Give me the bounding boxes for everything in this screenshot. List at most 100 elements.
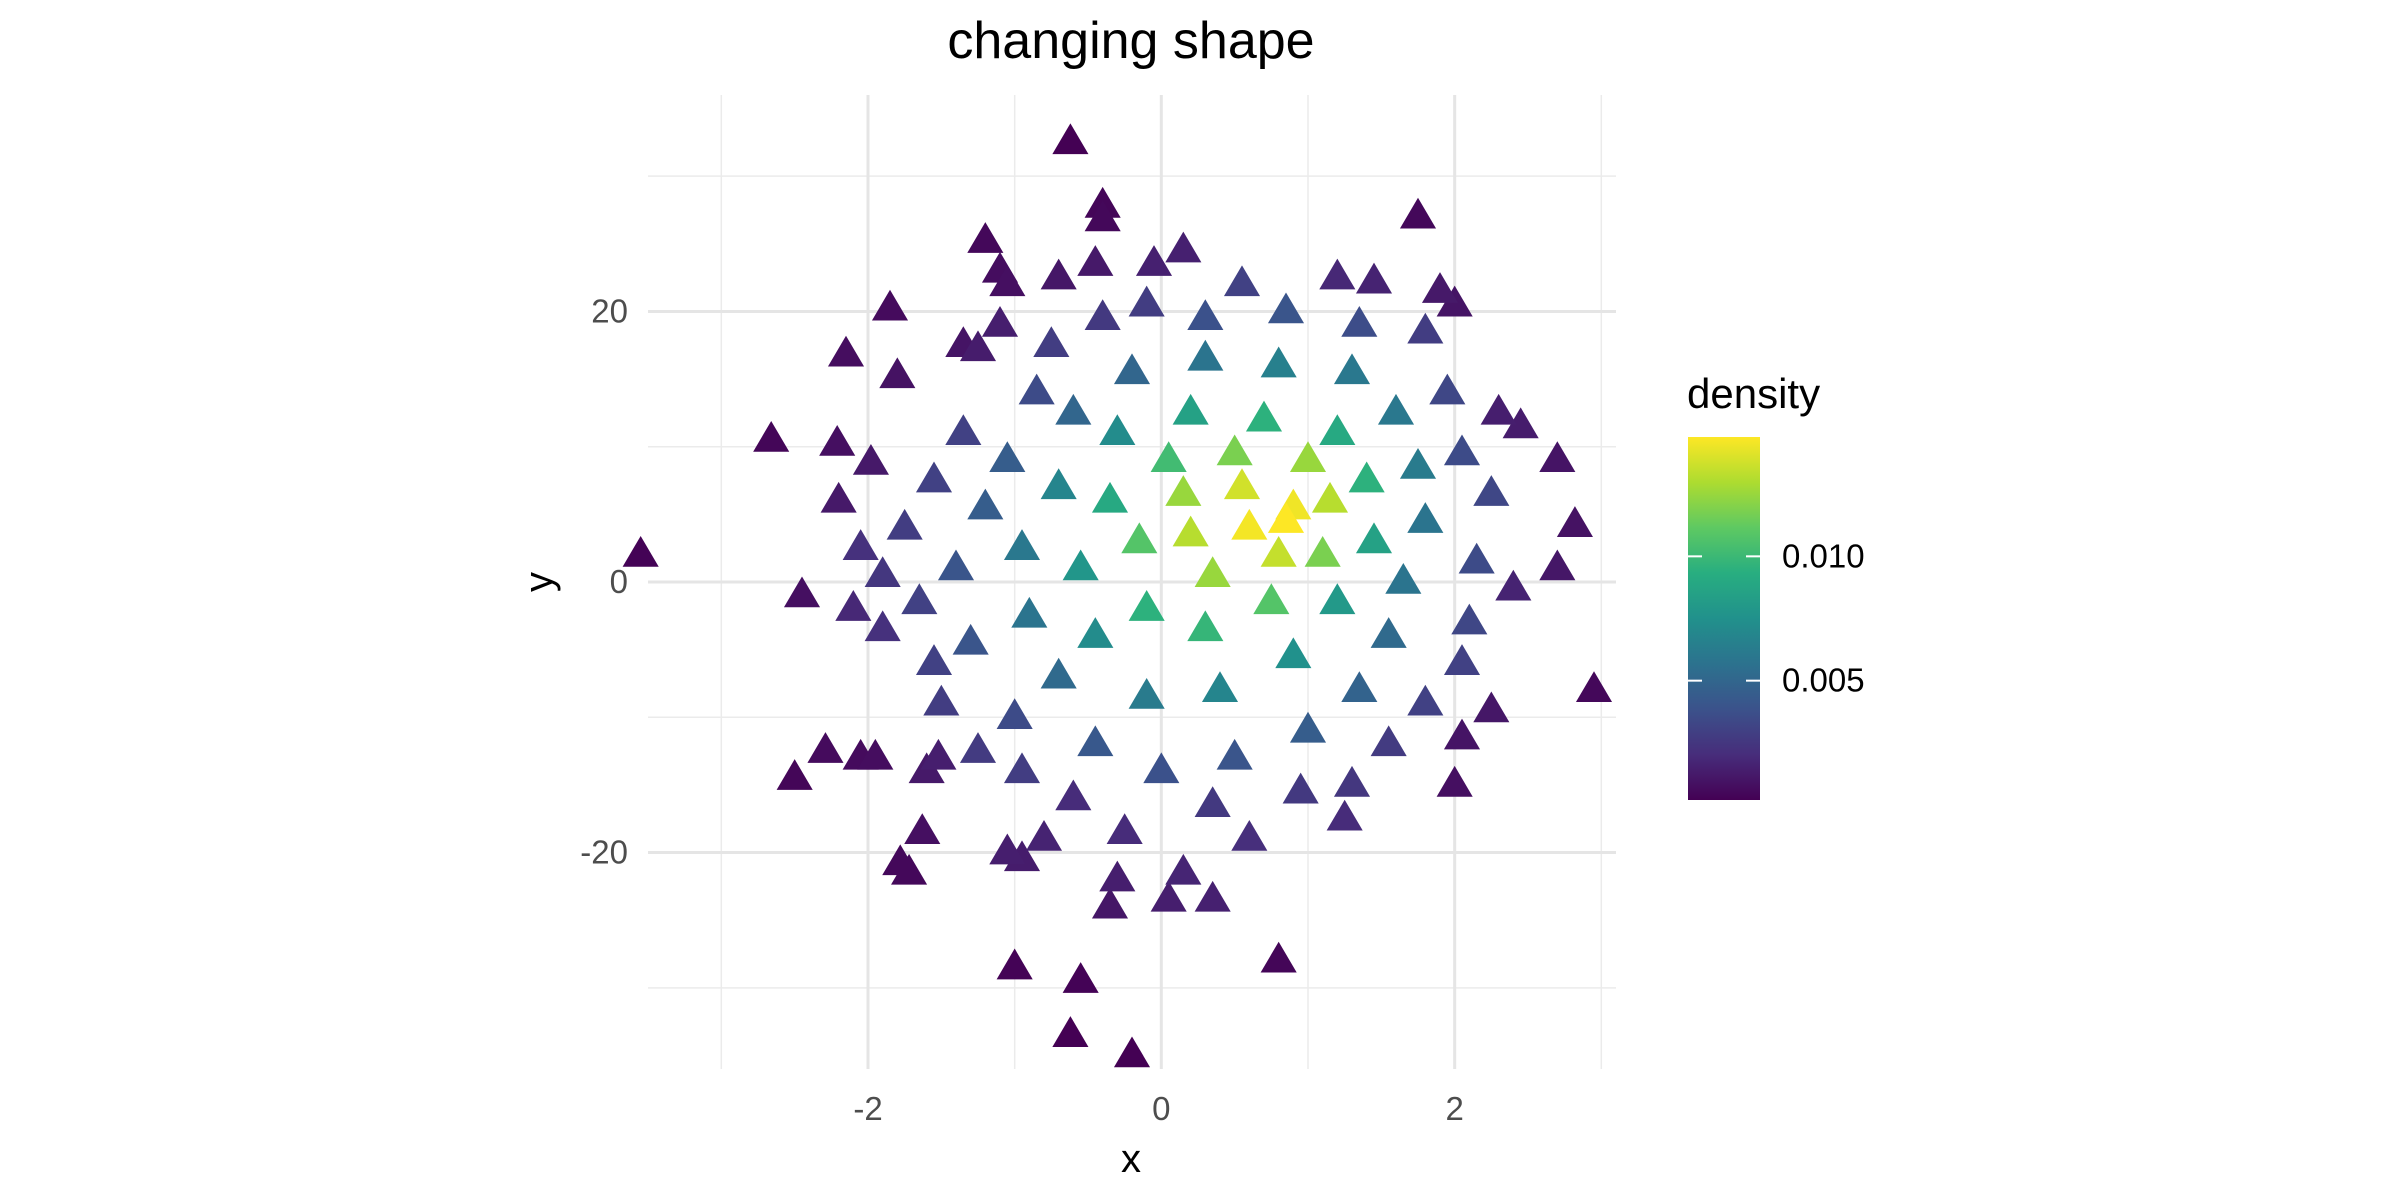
data-point bbox=[1399, 197, 1437, 229]
data-point bbox=[1253, 583, 1290, 615]
data-point bbox=[1355, 522, 1393, 554]
data-point bbox=[842, 529, 879, 560]
data-point bbox=[1267, 292, 1305, 324]
data-point bbox=[1429, 373, 1466, 405]
data-point bbox=[981, 305, 1019, 337]
data-point bbox=[945, 414, 982, 445]
data-point bbox=[1539, 549, 1576, 581]
data-point bbox=[1011, 596, 1048, 628]
data-point bbox=[1275, 637, 1312, 669]
data-point bbox=[1077, 617, 1114, 648]
data-point bbox=[1106, 813, 1143, 845]
data-point bbox=[1260, 941, 1297, 973]
data-point bbox=[1025, 820, 1063, 851]
x-axis-ticks: -2 0 2 bbox=[853, 1090, 1464, 1127]
data-point bbox=[1502, 407, 1539, 439]
data-point bbox=[989, 833, 1026, 865]
data-point bbox=[1091, 887, 1129, 919]
data-point bbox=[1216, 738, 1253, 770]
y-tick-label: 0 bbox=[610, 563, 628, 600]
data-point bbox=[1040, 468, 1077, 500]
data-point bbox=[1040, 657, 1077, 689]
data-point bbox=[937, 549, 975, 581]
data-point bbox=[1575, 671, 1613, 703]
data-point bbox=[1099, 414, 1136, 445]
legend-ticks: 0.005 0.010 bbox=[1688, 537, 1865, 699]
data-point bbox=[959, 330, 997, 362]
legend-tick-label: 0.005 bbox=[1782, 662, 1865, 699]
data-point bbox=[1201, 671, 1239, 703]
data-point bbox=[1231, 508, 1268, 540]
data-point bbox=[1135, 245, 1173, 276]
data-point bbox=[1062, 962, 1099, 993]
data-point bbox=[1128, 677, 1165, 709]
x-tick-label: 2 bbox=[1445, 1090, 1463, 1127]
legend-title: density bbox=[1687, 370, 1820, 417]
data-point bbox=[1407, 502, 1444, 533]
data-point bbox=[1113, 1036, 1151, 1068]
data-point bbox=[1556, 506, 1593, 537]
data-point bbox=[776, 759, 813, 790]
data-point bbox=[1385, 563, 1422, 594]
data-point bbox=[1451, 603, 1488, 635]
data-point bbox=[1113, 353, 1151, 385]
data-point bbox=[835, 590, 872, 621]
data-point bbox=[1033, 326, 1070, 358]
x-tick-label: -2 bbox=[853, 1090, 882, 1127]
data-point bbox=[1165, 231, 1202, 263]
data-point bbox=[1348, 461, 1385, 493]
data-point bbox=[1055, 393, 1092, 425]
data-point bbox=[1231, 820, 1268, 851]
chart-title: changing shape bbox=[947, 12, 1314, 70]
data-point bbox=[1421, 272, 1459, 303]
data-point bbox=[1077, 725, 1114, 757]
data-point bbox=[857, 738, 894, 770]
data-point bbox=[753, 420, 790, 452]
data-point bbox=[1370, 725, 1407, 757]
data-point bbox=[1341, 305, 1378, 337]
data-point bbox=[1333, 353, 1371, 385]
data-point bbox=[952, 623, 989, 655]
data-point bbox=[1319, 414, 1356, 445]
data-point bbox=[1018, 373, 1055, 405]
data-point bbox=[1128, 590, 1165, 621]
data-point bbox=[879, 357, 916, 389]
data-point bbox=[915, 644, 953, 675]
data-point bbox=[864, 610, 901, 642]
data-point bbox=[1326, 799, 1363, 831]
data-point bbox=[1091, 481, 1129, 513]
data-point bbox=[1370, 617, 1407, 648]
data-point bbox=[1128, 285, 1165, 317]
data-point bbox=[1443, 434, 1481, 466]
data-point bbox=[989, 265, 1026, 297]
data-point bbox=[783, 576, 821, 608]
y-tick-label: -20 bbox=[580, 834, 628, 871]
data-point bbox=[820, 481, 857, 513]
data-point bbox=[901, 583, 938, 615]
data-point bbox=[1245, 400, 1283, 432]
data-point bbox=[1289, 441, 1327, 473]
data-point bbox=[904, 813, 941, 845]
legend-tick-label: 0.010 bbox=[1782, 537, 1865, 574]
data-point bbox=[1260, 535, 1297, 567]
color-legend: density 0.005 0.010 bbox=[1687, 370, 1865, 800]
data-point bbox=[1003, 529, 1041, 560]
data-point bbox=[1052, 123, 1089, 155]
data-point bbox=[1289, 711, 1327, 743]
data-point bbox=[1194, 786, 1231, 817]
data-point bbox=[871, 289, 909, 321]
data-point bbox=[1187, 299, 1224, 330]
y-axis-ticks: -20 0 20 bbox=[580, 292, 628, 870]
data-point bbox=[1052, 1016, 1089, 1047]
data-point bbox=[1084, 200, 1121, 232]
x-tick-label: 0 bbox=[1152, 1090, 1170, 1127]
data-point bbox=[891, 853, 928, 885]
data-point bbox=[1150, 880, 1187, 912]
data-point bbox=[1121, 522, 1158, 554]
legend-colorbar bbox=[1688, 437, 1760, 800]
data-point bbox=[959, 732, 997, 763]
data-point bbox=[920, 738, 957, 770]
data-point bbox=[1304, 535, 1341, 567]
data-point bbox=[807, 732, 844, 763]
